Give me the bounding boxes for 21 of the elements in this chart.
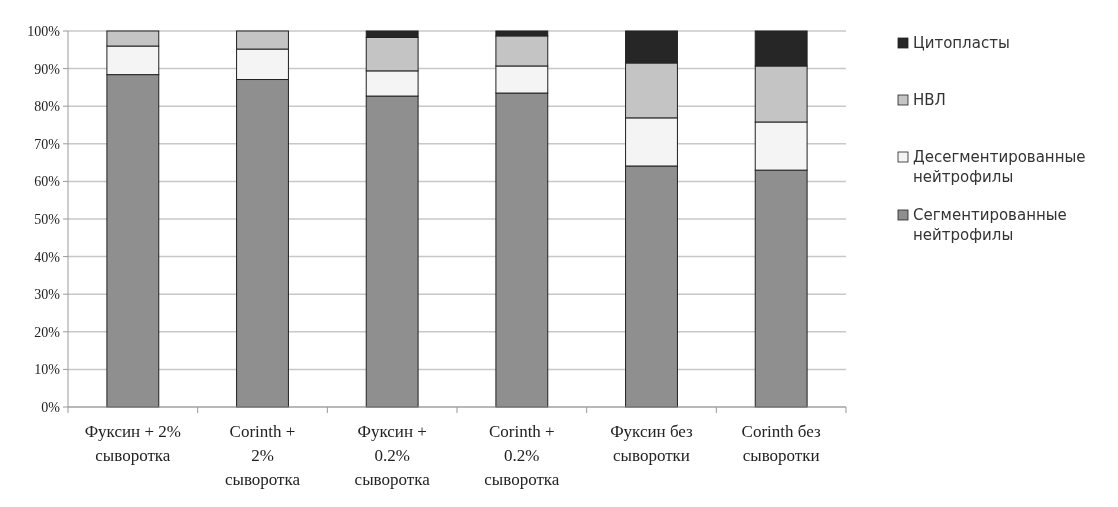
y-tick-label: 90%	[34, 61, 61, 77]
legend-label: Сегментированные нейтрофилы	[913, 206, 1067, 244]
legend-label: Цитопласты	[913, 34, 1010, 52]
y-tick-label: 30%	[34, 287, 61, 303]
y-tick-label: 60%	[34, 174, 61, 190]
legend-label: НВЛ	[913, 91, 946, 109]
x-tick-label: Фуксин без сыворотки	[610, 422, 694, 465]
y-tick-label: 70%	[34, 136, 61, 152]
x-tick-label: Corinth + 0.2% сыворотка	[484, 422, 560, 489]
y-tick-label: 50%	[34, 211, 61, 227]
x-tick-label: Corinth без сыворотки	[741, 422, 821, 465]
x-tick-label: Corinth + 2% сыворотка	[224, 422, 301, 489]
y-tick-label: 0%	[41, 399, 61, 415]
y-tick-label: 40%	[34, 249, 61, 265]
x-tick-label: Фуксин + 2% сыворотка	[84, 422, 181, 465]
y-tick-label: 100%	[27, 23, 61, 39]
legend-label: Десегментированные нейтрофилы	[913, 148, 1086, 186]
y-tick-label: 10%	[34, 362, 61, 378]
y-tick-label: 20%	[34, 324, 61, 340]
y-tick-label: 80%	[34, 99, 61, 115]
x-tick-label: Фуксин + 0.2% сыворотка	[354, 422, 431, 489]
